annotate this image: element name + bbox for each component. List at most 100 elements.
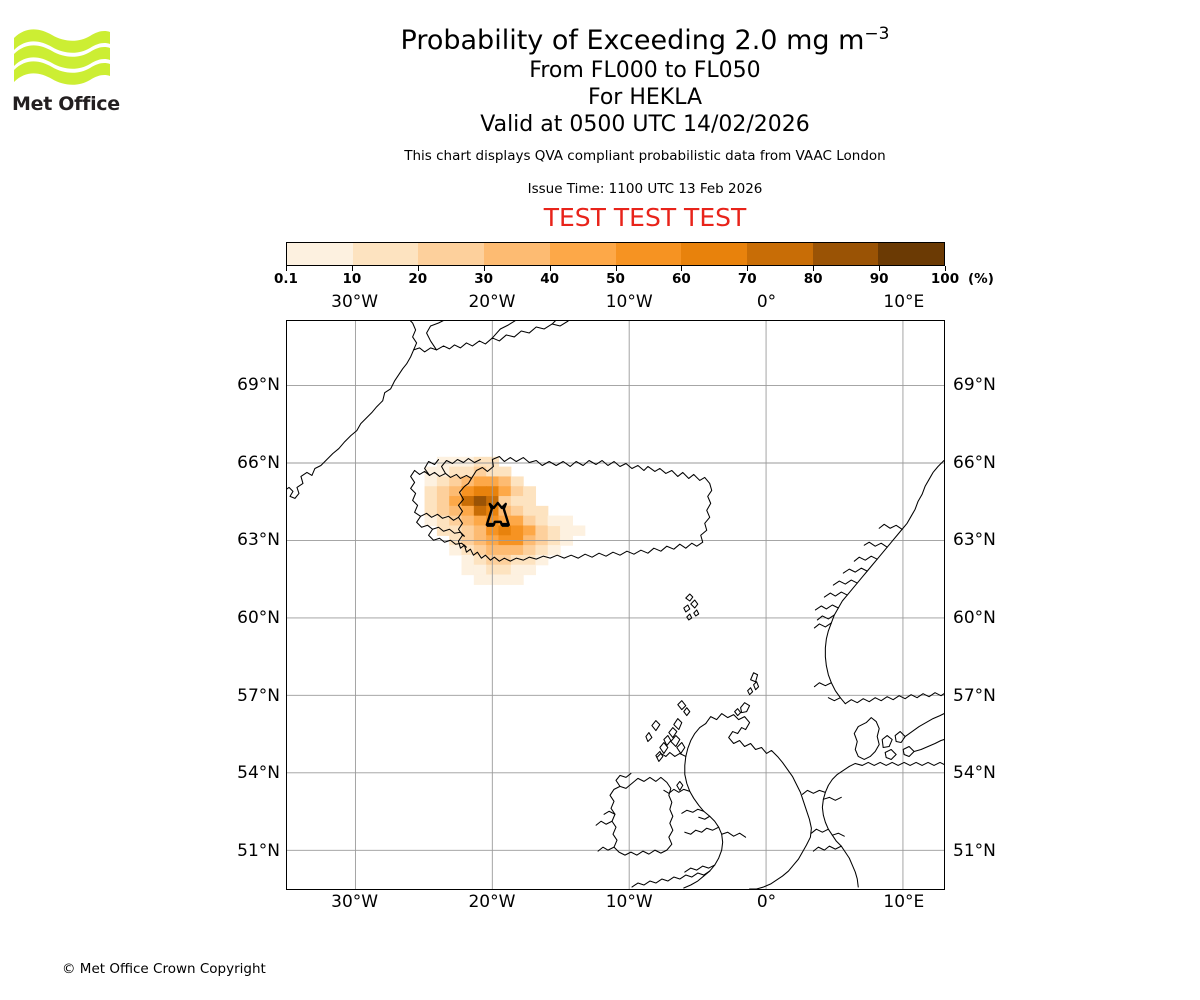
colorbar-tick-10 <box>351 266 353 271</box>
colorbar-tick-60 <box>681 266 683 271</box>
test-banner: TEST TEST TEST <box>543 203 747 232</box>
volcano-icon <box>485 501 510 527</box>
lat-label-right-63°N: 63°N <box>953 530 996 551</box>
lat-label-left-60°N: 60°N <box>237 607 280 628</box>
heatmap-cell <box>436 466 450 478</box>
heatmap-cell <box>473 476 487 487</box>
heatmap-cell <box>424 515 438 527</box>
heatmap-cell <box>424 486 438 497</box>
heatmap-cell <box>510 545 524 556</box>
heatmap-cell <box>523 486 537 497</box>
lat-label-right-54°N: 54°N <box>953 763 996 784</box>
colorbar-segment-6 <box>681 243 747 265</box>
heatmap-cell <box>473 525 487 536</box>
heatmap-cell <box>523 496 537 507</box>
lat-label-left-69°N: 69°N <box>237 374 280 395</box>
heatmap-cell <box>436 456 450 468</box>
heatmap-cell <box>449 505 463 517</box>
heatmap-cell <box>535 515 549 527</box>
heatmap-cell <box>498 515 512 527</box>
lat-label-right-69°N: 69°N <box>953 374 996 395</box>
lat-label-right-60°N: 60°N <box>953 607 996 628</box>
flight-level-line: From FL000 to FL050 <box>529 58 761 83</box>
heatmap-cell <box>473 505 487 517</box>
heatmap-cell <box>547 545 561 556</box>
colorbar-tick-label-30: 30 <box>474 271 494 287</box>
colorbar-segment-0 <box>287 243 353 265</box>
heatmap-cell <box>535 525 549 536</box>
colorbar-segment-5 <box>615 243 682 265</box>
lon-label-top-30°W: 30°W <box>331 292 379 312</box>
heatmap-cell <box>523 564 537 576</box>
heatmap-cell <box>473 564 487 576</box>
heatmap-cell <box>424 466 438 478</box>
heatmap-cell <box>473 574 487 585</box>
colorbar-tick-40 <box>549 266 551 271</box>
lat-label-right-57°N: 57°N <box>953 685 996 706</box>
copyright-text: © Met Office Crown Copyright <box>62 961 266 977</box>
heatmap-cell <box>424 496 438 507</box>
graticule-layer <box>287 321 944 889</box>
colorbar-units: (%) <box>968 271 994 287</box>
lat-label-right-66°N: 66°N <box>953 452 996 473</box>
valid-time-line: Valid at 0500 UTC 14/02/2026 <box>480 112 810 137</box>
colorbar-tick-label-40: 40 <box>540 271 559 287</box>
heatmap-cell <box>473 545 487 556</box>
colorbar-tick-90 <box>879 266 881 271</box>
heatmap-cell <box>436 496 450 507</box>
heatmap-cell <box>498 554 512 566</box>
colorbar-segment-9 <box>878 243 945 265</box>
colorbar-gradient <box>286 242 945 266</box>
colorbar-segment-1 <box>352 243 419 265</box>
heatmap-cell <box>523 545 537 556</box>
colorbar-tick-label-10: 10 <box>342 271 362 287</box>
colorbar-tick-label-90: 90 <box>869 271 889 287</box>
met-office-logo: Met Office <box>12 24 122 116</box>
colorbar-segment-4 <box>549 243 616 265</box>
heatmap-cell <box>449 466 463 478</box>
colorbar-tick-0.1 <box>286 266 287 271</box>
heatmap-cell <box>449 486 463 497</box>
issue-time: Issue Time: 1100 UTC 13 Feb 2026 <box>527 181 763 197</box>
met-office-wordmark: Met Office <box>12 93 120 115</box>
map-plot-area[interactable] <box>286 320 945 890</box>
colorbar-tick-label-100: 100 <box>930 271 960 287</box>
heatmap-cell <box>461 545 475 556</box>
title-exponent: −3 <box>864 24 890 44</box>
heatmap-cell <box>461 466 475 478</box>
heatmap-cell <box>436 505 450 517</box>
lon-label-top-10°W: 10°W <box>605 292 653 312</box>
heatmap-cell <box>473 456 487 468</box>
colorbar-tick-70 <box>747 266 749 271</box>
heatmap-cell <box>461 525 475 536</box>
heatmap-cell <box>473 466 487 478</box>
heatmap-cell <box>461 554 475 566</box>
heatmap-cell <box>510 525 524 536</box>
heatmap-cell <box>436 486 450 497</box>
heatmap-cell <box>473 515 487 527</box>
lon-label-top-10°E: 10°E <box>883 292 925 312</box>
heatmap-cell <box>498 525 512 536</box>
colorbar-tick-label-70: 70 <box>737 271 757 287</box>
heatmap-cell <box>523 525 537 536</box>
colorbar-tick-20 <box>417 266 419 271</box>
colorbar-segment-2 <box>418 243 485 265</box>
lon-label-bottom-20°W: 20°W <box>468 892 516 912</box>
heatmap-cell <box>498 476 512 487</box>
heatmap-cell <box>547 515 561 527</box>
heatmap-cell <box>510 505 524 517</box>
met-office-waves-logo <box>14 29 110 85</box>
lat-label-left-51°N: 51°N <box>237 841 280 862</box>
heatmap-cell <box>535 545 549 556</box>
heatmap-cell <box>572 525 586 536</box>
colorbar-segment-8 <box>812 243 879 265</box>
colorbar-tick-label-80: 80 <box>803 271 823 287</box>
map-canvas <box>287 321 944 889</box>
heatmap-cell <box>424 505 438 517</box>
heatmap-cell <box>523 515 537 527</box>
lat-label-right-51°N: 51°N <box>953 841 996 862</box>
heatmap-cell <box>535 505 549 517</box>
heatmap-cell <box>449 496 463 507</box>
colorbar-tick-100 <box>945 266 946 271</box>
heatmap-cell <box>498 466 512 478</box>
